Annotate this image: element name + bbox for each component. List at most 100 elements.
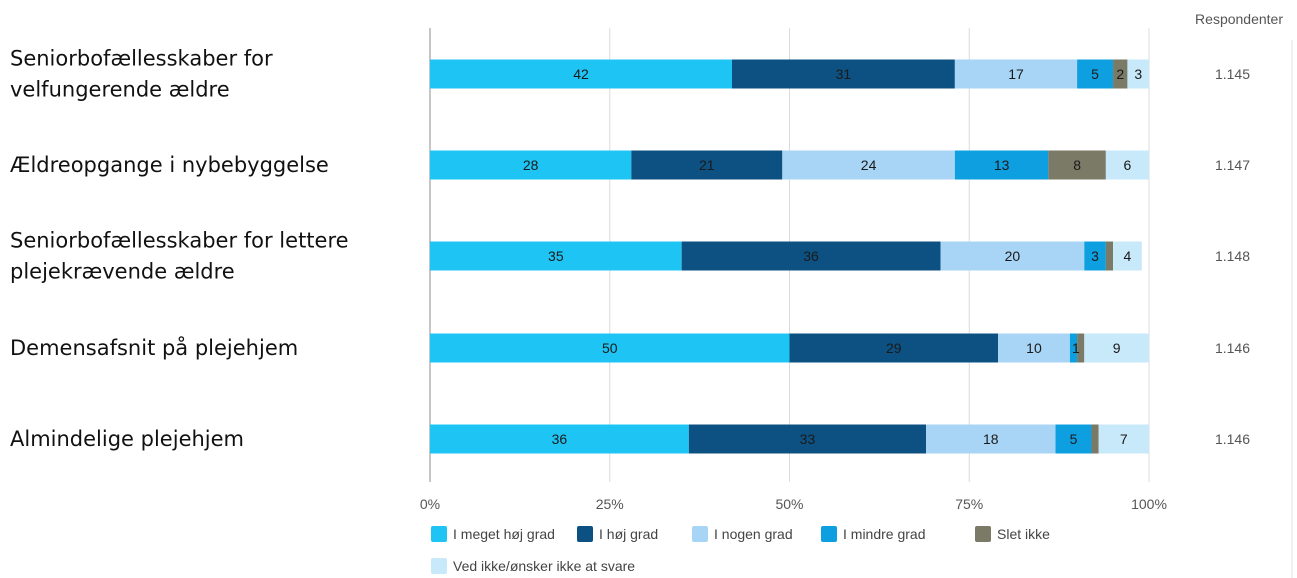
- data-label: 6: [1124, 157, 1132, 173]
- x-tick-label: 100%: [1131, 496, 1167, 512]
- respondents-value: 1.147: [1215, 157, 1250, 173]
- data-label: 7: [1120, 431, 1128, 447]
- data-label: 24: [861, 157, 877, 173]
- category-labels: Seniorbofællesskaber for velfungerende æl…: [10, 47, 349, 452]
- category-label: Almindelige plejehjem: [10, 427, 244, 451]
- legend-item: Ved ikke/ønsker ikke at svare: [431, 558, 635, 574]
- x-tick-label: 0%: [420, 496, 440, 512]
- x-tick-label: 25%: [596, 496, 624, 512]
- data-label: 28: [523, 157, 539, 173]
- data-label: 29: [886, 340, 902, 356]
- bar-segment: [681, 241, 941, 271]
- bar-segment: [430, 150, 632, 180]
- data-label: 2: [1116, 66, 1124, 82]
- data-label: 3: [1134, 66, 1142, 82]
- bar-segment: [1091, 424, 1099, 454]
- bars: [430, 59, 1149, 454]
- data-label: 31: [836, 66, 852, 82]
- x-axis-ticks: 0% 25% 50% 75% 100%: [420, 496, 1167, 512]
- legend-swatch: [577, 526, 593, 542]
- legend-item: I mindre grad: [821, 526, 925, 542]
- bar-segment: [954, 150, 1049, 180]
- category-label: plejekrævende ældre: [10, 260, 235, 284]
- category-label: Seniorbofællesskaber for: [10, 47, 273, 71]
- bar-segment: [1113, 59, 1128, 89]
- category-label: Demensafsnit på plejehjem: [10, 335, 298, 360]
- legend-label: I nogen grad: [714, 526, 793, 542]
- data-label: 8: [1073, 157, 1081, 173]
- bar-segment: [998, 333, 1070, 363]
- bar-segment: [688, 424, 927, 454]
- data-label: 50: [602, 340, 618, 356]
- data-label: 9: [1113, 340, 1121, 356]
- legend: I meget høj grad I høj grad I nogen grad I …: [431, 526, 1050, 574]
- legend-item: Slet ikke: [975, 526, 1050, 542]
- respondents-value: 1.146: [1215, 340, 1250, 356]
- x-tick-label: 50%: [775, 496, 803, 512]
- bar-segment: [1069, 333, 1078, 363]
- data-label: 1: [1072, 340, 1080, 356]
- bar-segment: [1105, 150, 1149, 180]
- legend-swatch: [975, 526, 991, 542]
- legend-item: I høj grad: [577, 526, 658, 542]
- bar-segment: [1084, 241, 1106, 271]
- bar-segment: [1098, 424, 1149, 454]
- data-label: 4: [1124, 248, 1132, 264]
- data-label: 36: [552, 431, 568, 447]
- category-label: Ældreopgange i nybebyggelse: [10, 153, 329, 177]
- bar-segment: [631, 150, 783, 180]
- data-label: 5: [1070, 431, 1078, 447]
- data-label: 33: [800, 431, 816, 447]
- legend-label: Slet ikke: [997, 526, 1050, 542]
- bar-segment: [1113, 241, 1142, 271]
- bar-segment: [782, 150, 955, 180]
- legend-label: Ved ikke/ønsker ikke at svare: [453, 558, 635, 574]
- legend-swatch: [692, 526, 708, 542]
- bar-segment: [789, 333, 999, 363]
- legend-swatch: [821, 526, 837, 542]
- category-label: velfungerende ældre: [10, 78, 230, 102]
- legend-swatch: [431, 526, 447, 542]
- respondents-value: 1.146: [1215, 431, 1250, 447]
- bar-segment: [1077, 333, 1085, 363]
- legend-swatch: [431, 558, 447, 574]
- legend-item: I nogen grad: [692, 526, 793, 542]
- bar-segment: [1105, 241, 1114, 271]
- data-label: 42: [573, 66, 589, 82]
- bar-segment: [1084, 333, 1149, 363]
- category-label: Seniorbofællesskaber for lettere: [10, 229, 349, 253]
- bar-segment: [940, 241, 1085, 271]
- bar-segment: [430, 424, 689, 454]
- bar-labels: 42 31 17 5 2 328 21 24 13 8 635 36 20 3 450 29 10 1 936 33 1…: [523, 66, 1142, 447]
- legend-item: I meget høj grad: [431, 526, 555, 542]
- bar-segment: [1055, 424, 1092, 454]
- legend-label: I meget høj grad: [453, 526, 555, 542]
- respondents-header: Respondenter: [1195, 11, 1283, 27]
- respondents-values: 1.145 1.147 1.148 1.146 1.146: [1215, 66, 1250, 447]
- data-label: 3: [1091, 248, 1099, 264]
- bar-segment: [954, 59, 1078, 89]
- data-label: 18: [983, 431, 999, 447]
- respondents-value: 1.145: [1215, 66, 1250, 82]
- bar-segment: [430, 241, 682, 271]
- x-tick-label: 75%: [955, 496, 983, 512]
- data-label: 13: [994, 157, 1010, 173]
- data-label: 35: [548, 248, 564, 264]
- bar-segment: [926, 424, 1056, 454]
- bar-segment: [1077, 59, 1114, 89]
- bar-segment: [430, 333, 790, 363]
- data-label: 10: [1026, 340, 1042, 356]
- data-label: 36: [803, 248, 819, 264]
- bar-segment: [1048, 150, 1106, 180]
- data-label: 20: [1005, 248, 1021, 264]
- bar-segment: [430, 59, 732, 89]
- legend-label: I høj grad: [599, 526, 658, 542]
- data-label: 17: [1008, 66, 1024, 82]
- bar-segment: [731, 59, 955, 89]
- data-label: 5: [1091, 66, 1099, 82]
- data-label: 21: [699, 157, 715, 173]
- respondents-value: 1.148: [1215, 248, 1250, 264]
- bar-segment: [1127, 59, 1149, 89]
- legend-label: I mindre grad: [843, 526, 925, 542]
